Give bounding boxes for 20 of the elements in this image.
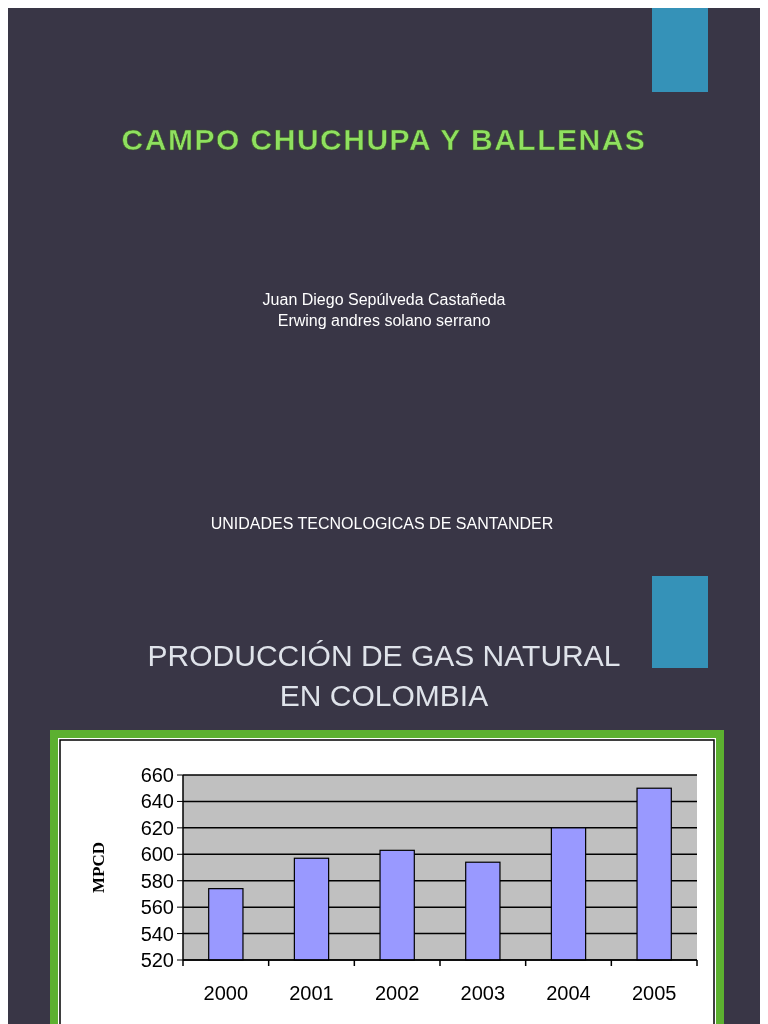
- text: Juan Diego Sepúlveda Castañeda: [262, 291, 506, 308]
- text: CAMPO CHUCHUPA Y BALLENAS: [121, 123, 647, 156]
- y-tick-label: 600: [140, 843, 174, 866]
- y-tick-label: 660: [140, 764, 174, 786]
- x-tick-label: 2004: [546, 982, 591, 1004]
- x-tick-label: 2000: [203, 982, 249, 1004]
- y-tick-label: 580: [140, 869, 174, 892]
- x-tick-label: 2003: [460, 982, 506, 1004]
- y-tick-label: 620: [140, 816, 174, 839]
- y-tick-label: 540: [140, 922, 174, 945]
- chart-title: PRODUCCIÓN DE GAS NATURAL EN COLOMBIA: [147, 639, 621, 712]
- y-tick-label: 560: [140, 896, 174, 919]
- x-tick-label: 2005: [631, 982, 677, 1004]
- y-tick-label: 640: [140, 790, 174, 813]
- y-tick-label: 520: [140, 949, 174, 971]
- text: Erwing andres solano serrano: [277, 312, 491, 329]
- y-axis-title: MPCD: [89, 842, 108, 893]
- x-tick-label: 2002: [374, 982, 420, 1004]
- x-tick-label: 2001: [289, 982, 334, 1004]
- text: UNIDADES TECNOLOGICAS DE SANTANDER: [210, 515, 554, 532]
